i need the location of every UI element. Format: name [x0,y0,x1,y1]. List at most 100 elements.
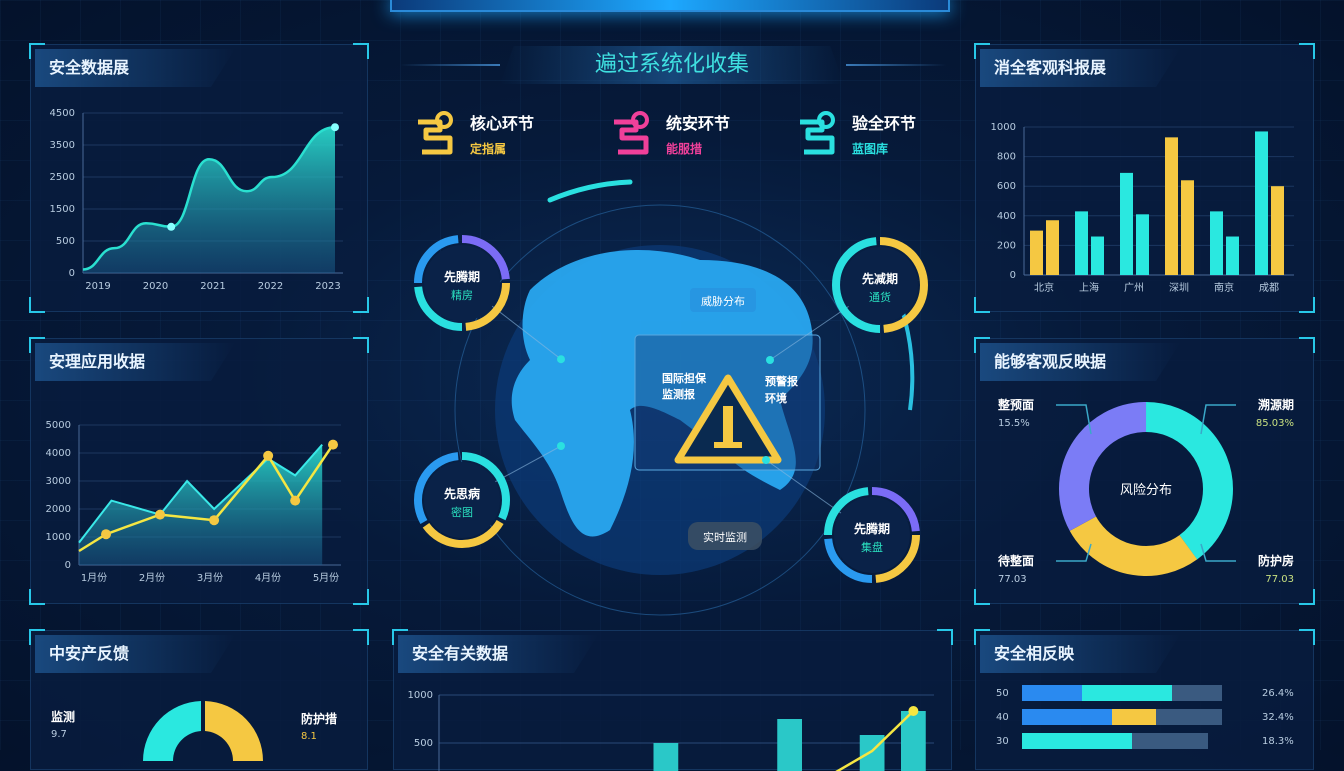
y-tick-label: 500 [414,738,433,749]
feature-item: 验全环节 蓝图库 [792,108,916,158]
y-tick-label: 500 [56,236,75,247]
bar-segment [1132,733,1208,749]
bar [653,743,679,771]
bar [1136,214,1149,275]
donut-chart: 监测 9.7 防护措 8.1 [51,701,337,761]
y-tick-label: 400 [997,211,1016,222]
data-point [263,450,274,461]
map-tag: 威胁分布 [701,294,745,308]
row-label: 50 [996,687,1009,699]
y-tick-label: 4500 [50,108,75,119]
ring-segment [414,452,510,548]
top-header-bar [390,0,950,12]
row-label: 40 [996,711,1009,723]
info-label: 预警报 [765,374,799,388]
bar-segment [1112,709,1156,725]
bar [1181,180,1194,275]
donut-slice [143,701,201,761]
ring-title: 先减期 [862,271,898,286]
legend-value: 85.03% [1256,418,1294,429]
legend-label: 溯源期 [1258,397,1294,412]
ring-segment [414,235,510,331]
bar-segment [1156,709,1222,725]
donut-slice [1059,402,1233,576]
tag-box [690,288,756,312]
ring-segment [824,487,920,583]
y-tick-label: 5000 [46,420,71,431]
info-label: 国际担保 [662,371,707,385]
panel-title: 安全数据展 [35,49,235,87]
cycle-icon [800,111,835,155]
leader-line [1056,543,1092,562]
map-tag: 实时监测 [703,530,747,544]
legend-value: 77.03 [998,574,1027,585]
ring-bg [842,247,918,323]
y-tick-label: 200 [997,240,1016,251]
y-tick-label: 3000 [46,476,71,487]
ring-segment [832,237,928,333]
feature-title: 核心环节 [470,113,535,133]
ring-segment [824,487,920,583]
feature-subtitle: 定指属 [470,141,507,156]
x-tick-label: 深圳 [1169,282,1189,294]
panel-feedback: 中安产反馈 监测 9.7 防护措 8.1 [29,629,369,770]
panel-title: 消全客观科报展 [980,49,1180,87]
feature-subtitle: 能服措 [666,141,703,156]
panel-bar-data: 消全客观科报展 0 200 400 600 800 1000 北京 上海 广州 深圳 南京 成都 [974,43,1315,313]
row-value: 18.3% [1262,735,1294,747]
bar-line-chart: 1000 500 [408,690,934,771]
bar [1046,220,1059,275]
x-tick-label: 上海 [1079,281,1099,294]
y-tick-label: 600 [997,181,1016,192]
legend-label: 待整面 [998,553,1034,568]
node-dot [766,356,774,364]
ring-bg [424,462,500,538]
alert-mark [714,442,742,448]
y-tick-label: 800 [997,152,1016,163]
area-fill [83,127,335,273]
panel-stacked: 安全相反映 50 26.4% 40 32.4% 30 18.3% [974,629,1315,770]
ring-subtitle: 密图 [451,505,473,519]
ring-subtitle: 精房 [451,289,473,302]
info-label: 环境 [765,391,787,405]
bar [1226,236,1239,275]
bar [1255,131,1268,275]
bar [1091,236,1104,275]
bar-segment [1172,685,1222,701]
bar [1120,172,1133,275]
bar [1271,186,1284,275]
stacked-row: 30 18.3% [996,731,1306,751]
leader-line [1200,404,1236,435]
divider [400,64,500,66]
x-tick-label: 北京 [1034,281,1054,294]
bar [859,735,885,771]
x-tick-label: 广州 [1124,282,1144,294]
data-point [331,123,339,132]
ring-title: 先腾期 [854,521,890,536]
data-point [101,529,112,540]
bar-segment [1082,685,1172,701]
network-icon [418,111,453,155]
x-tick-label: 2020 [143,281,168,292]
bar-chart: 0 200 400 600 800 1000 北京 上海 广州 深圳 南京 成都 [991,122,1294,294]
leader-line [1056,404,1092,435]
ring-bg [424,245,500,321]
ring-segment [832,237,928,333]
legend-value: 8.1 [301,731,317,742]
data-point [167,222,176,231]
y-tick-label: 3500 [50,140,75,151]
legend-value: 77.03 [1265,574,1294,585]
donut-chart: 风险分布 整预面 15.5% 溯源期 85.03% 待整面 77.03 防护房 77.03 [997,397,1294,585]
ring-title: 先腾期 [444,269,480,284]
feature-item: 统安环节 能服措 [606,108,730,158]
series-line [78,443,323,544]
panel-application-data: 安理应用收据 0 1000 2000 3000 4000 5000 1月份 2月份 3月份 4月份… [29,337,369,605]
node-dot [762,456,770,464]
tag-box [688,522,762,550]
y-tick-label: 0 [1010,270,1016,281]
legend-label: 整预面 [997,397,1034,412]
bar [1030,230,1043,275]
y-tick-label: 2000 [46,504,71,515]
data-point [155,509,166,520]
panel-title: 安全相反映 [980,635,1180,673]
